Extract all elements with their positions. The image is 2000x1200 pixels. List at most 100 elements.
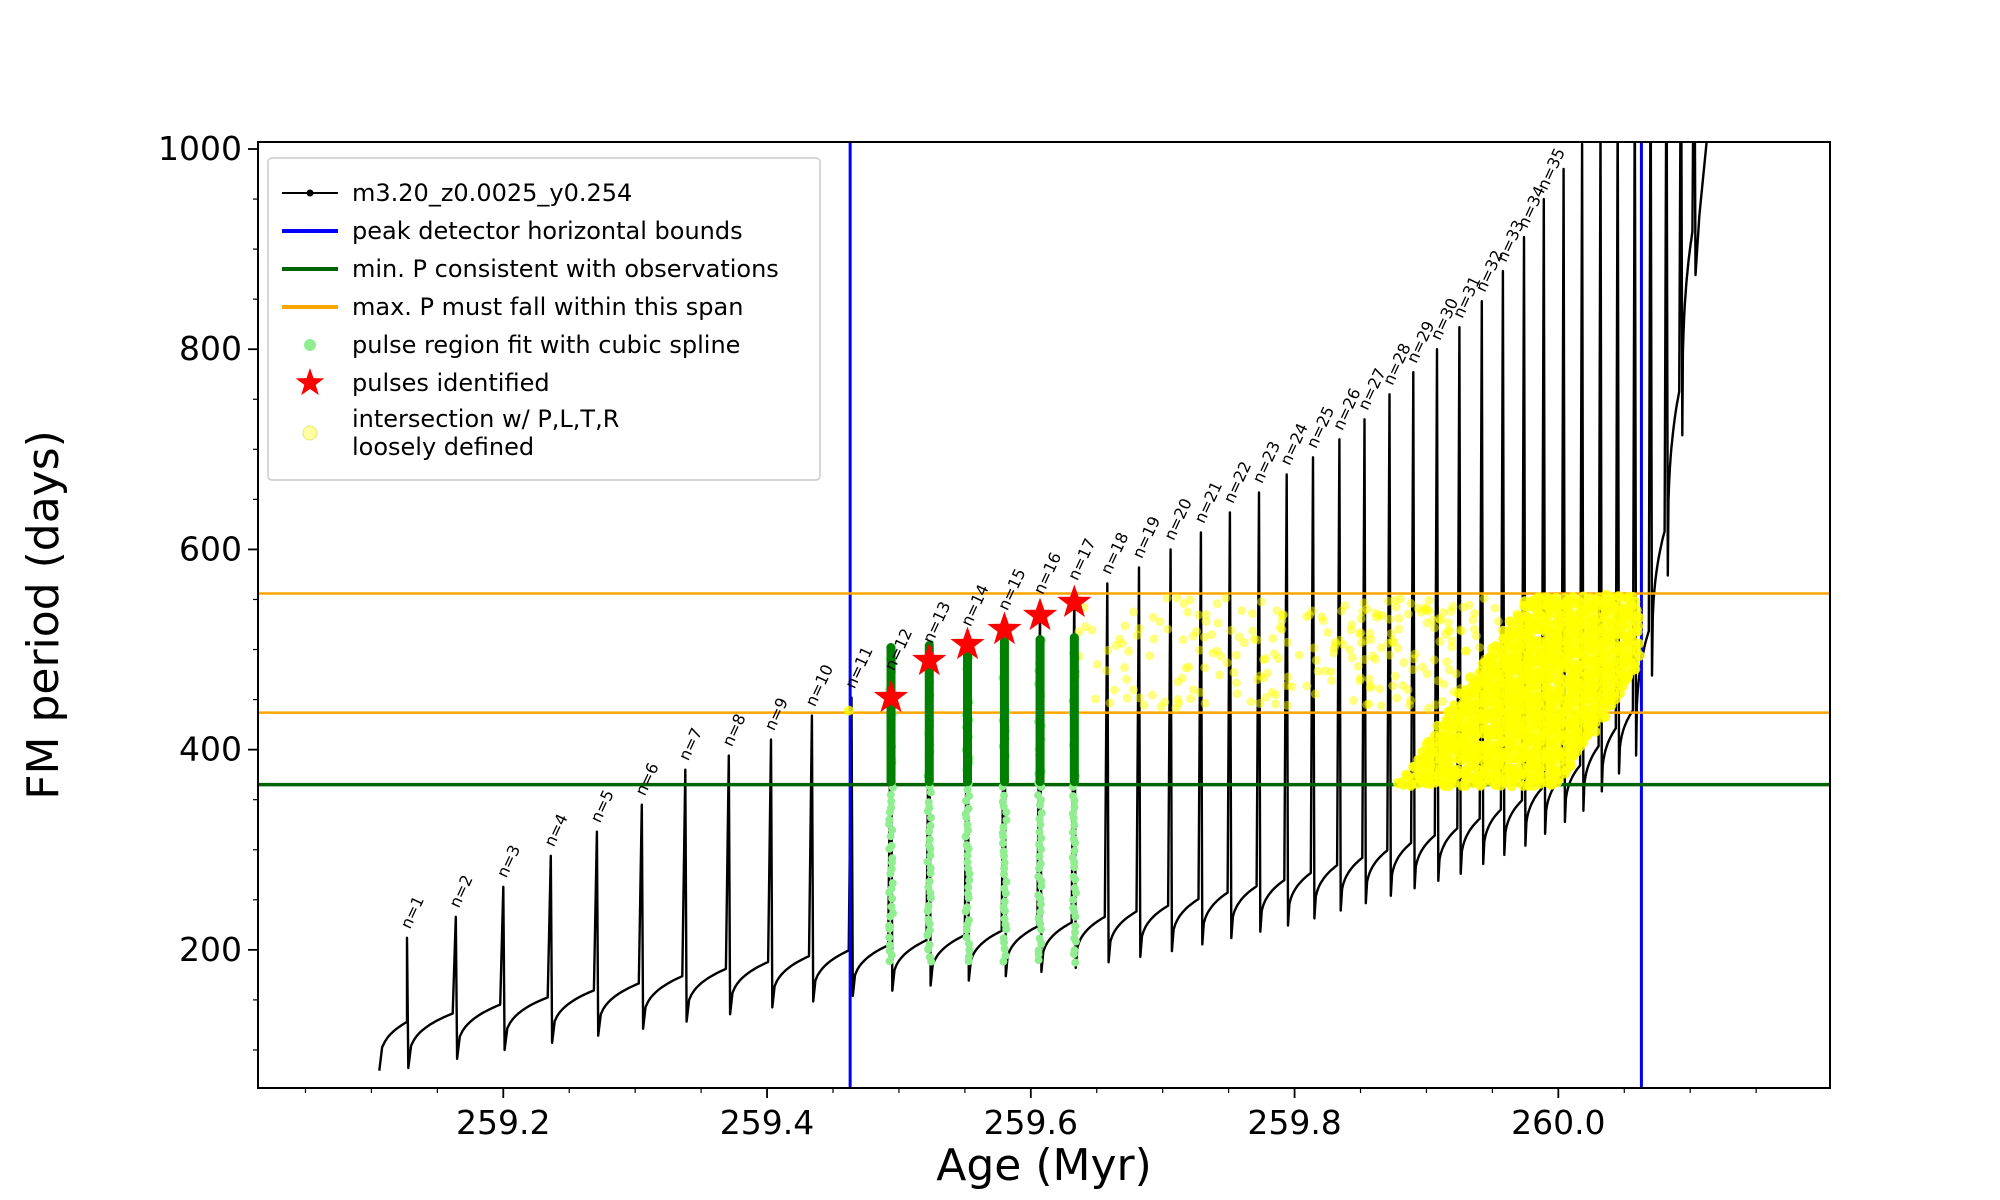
spline-fit-dot [998, 829, 1007, 838]
intersection-dot [1390, 595, 1400, 605]
intersection-dot [1309, 643, 1319, 653]
intersection-dot [1283, 672, 1293, 682]
intersection-dot [1259, 655, 1269, 665]
intersection-dot [1406, 695, 1416, 705]
intersection-dot [1255, 698, 1265, 708]
intersection-dot [1430, 700, 1440, 710]
intersection-dot [1252, 635, 1262, 645]
spline-fit-dot [1036, 907, 1045, 916]
intersection-dot [1323, 627, 1333, 637]
intersection-dot [1231, 650, 1241, 660]
intersection-dot [1438, 696, 1448, 706]
intersection-dot [1090, 694, 1100, 704]
spline-fit-dot [925, 940, 934, 949]
pulse-star [873, 679, 909, 713]
spline-fit-dot [1068, 809, 1077, 818]
intersection-dot [1200, 663, 1210, 673]
spline-fit-dot [1000, 858, 1009, 867]
spline-fit-dot [1070, 934, 1079, 943]
spline-fit-dot [1034, 872, 1043, 881]
spline-fit-dot [965, 939, 973, 948]
spline-fit-dot [1034, 914, 1043, 923]
intersection-dot [1430, 623, 1439, 633]
intersection-dot [1386, 629, 1396, 639]
spline-fit-dot [888, 826, 897, 835]
intersection-dot [1148, 612, 1158, 622]
intersection-dot [1394, 624, 1404, 634]
intersection-dot [1633, 621, 1644, 632]
intersection-scatter [843, 589, 1645, 792]
intersection-dot [1270, 649, 1279, 659]
intersection-dot [1171, 703, 1181, 713]
intersection-dot [1347, 620, 1357, 630]
spline-fit-dot [1069, 792, 1077, 801]
intersection-dot [1348, 696, 1358, 705]
intersection-dot [1162, 593, 1172, 603]
intersection-dot [1122, 693, 1132, 703]
spline-fit-dot [924, 915, 933, 924]
intersection-dot [1377, 611, 1387, 621]
intersection-dot [1234, 632, 1244, 642]
intersection-dot [1611, 657, 1622, 668]
intersection-dot [1462, 646, 1472, 656]
intersection-dot [1134, 624, 1144, 634]
spline-fit-dot [1000, 914, 1009, 923]
x-tick-label: 259.6 [984, 1103, 1078, 1142]
intersection-dot [1371, 608, 1380, 618]
intersection-dot [1282, 637, 1292, 647]
spline-region [885, 633, 1081, 967]
intersection-dot [1120, 621, 1130, 631]
spline-fit-dot [1068, 853, 1077, 862]
intersection-dot [1252, 675, 1262, 685]
intersection-dot [1103, 645, 1113, 655]
spline-fit-dot [924, 798, 933, 807]
intersection-dot [1455, 625, 1465, 635]
intersection-dot [1403, 609, 1413, 619]
intersection-dot [1429, 655, 1439, 665]
spline-fit-dot [964, 864, 973, 873]
intersection-dot [1479, 593, 1489, 603]
intersection-dot [1087, 625, 1097, 635]
intersection-dot [1124, 646, 1133, 656]
intersection-dot [1271, 699, 1280, 709]
spline-fit-dot [1071, 958, 1080, 967]
spline-fit-dot [1000, 884, 1009, 893]
spline-fit-dot [961, 832, 970, 841]
intersection-dot [1338, 640, 1348, 649]
intersection-dot [1327, 676, 1337, 686]
intersection-dot [1320, 666, 1330, 676]
intersection-dot [1215, 670, 1225, 680]
spline-fit-dot [1071, 928, 1079, 937]
y-tick-label: 1000 [158, 129, 242, 168]
main-series-line [378, 142, 1708, 1071]
intersection-dot [1278, 610, 1288, 620]
intersection-dot [1261, 692, 1271, 702]
intersection-dot [1433, 676, 1443, 686]
intersection-dot [1356, 614, 1366, 624]
spline-fit-dot [1037, 834, 1046, 843]
intersection-dot [1092, 660, 1102, 669]
spline-fit-dot [963, 851, 972, 860]
intersection-dot [1631, 605, 1642, 616]
axes-frame [257, 141, 1831, 1089]
spline-fit-dot [925, 877, 934, 886]
spline-fit-dot [1034, 891, 1043, 900]
intersection-dot [1449, 778, 1460, 789]
x-tick-label: 259.4 [720, 1103, 814, 1142]
spline-fit-dot [962, 841, 971, 850]
intersection-dot [1145, 651, 1155, 661]
spline-fit-dot [965, 946, 974, 954]
intersection-dot [1444, 617, 1453, 627]
spline-fit-dot [1000, 791, 1008, 800]
intersection-dot [1567, 642, 1578, 653]
spline-fit-dot [963, 903, 972, 912]
spline-fit-dot [1035, 852, 1044, 861]
spline-fit-dot [1070, 846, 1079, 855]
intersection-dot [1305, 610, 1315, 620]
intersection-dot [1464, 600, 1474, 610]
intersection-dot [1567, 591, 1578, 602]
pulse-star [1057, 584, 1092, 617]
spline-fit-dot [925, 953, 934, 962]
intersection-dot [1313, 666, 1323, 676]
